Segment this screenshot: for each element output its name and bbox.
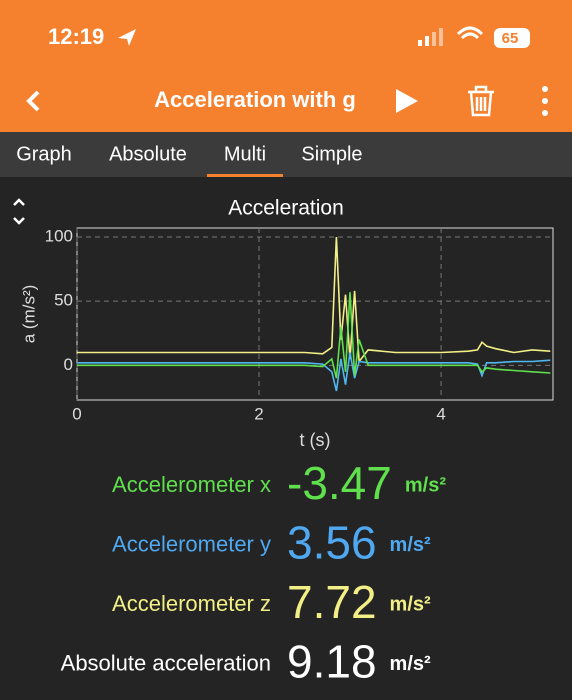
- x-axis-label: t (s): [300, 430, 331, 450]
- signal-icon: [418, 28, 443, 46]
- wifi-icon: [456, 26, 484, 40]
- readout-label: Accelerometer y: [112, 531, 271, 556]
- header-title: Acceleration with g: [154, 87, 356, 112]
- readout-label: Accelerometer x: [112, 472, 271, 497]
- x-tick-label: 4: [436, 404, 445, 423]
- tab[interactable]: Multi: [224, 143, 266, 165]
- data-line: [77, 292, 551, 379]
- readout-unit: m/s²: [390, 593, 431, 615]
- status-time: 12:19: [48, 24, 104, 49]
- play-button[interactable]: [396, 89, 418, 113]
- battery-icon: [494, 28, 530, 48]
- back-button[interactable]: [26, 90, 40, 112]
- y-tick-label: 0: [64, 355, 73, 374]
- tab-indicator: [207, 174, 283, 177]
- x-tick-label: 0: [72, 404, 81, 423]
- tab[interactable]: Graph: [16, 143, 72, 165]
- data-line: [77, 236, 551, 364]
- readout-value: 3.56: [287, 517, 377, 569]
- y-axis-label: a (m/s²): [19, 285, 38, 344]
- y-tick-label: 100: [45, 226, 73, 245]
- chart-title: Acceleration: [228, 197, 344, 220]
- y-tick-label: 50: [54, 291, 73, 310]
- plot-area: [76, 227, 554, 401]
- location-icon: [118, 29, 136, 46]
- tab[interactable]: Absolute: [109, 143, 187, 165]
- battery-level: 65: [502, 30, 519, 47]
- readout-value: 9.18: [287, 636, 377, 688]
- readout-unit: m/s²: [405, 474, 446, 496]
- readout-unit: m/s²: [390, 653, 431, 675]
- readout-value: -3.47: [287, 457, 392, 509]
- menu-button[interactable]: [542, 86, 548, 116]
- readout-label: Accelerometer z: [112, 591, 271, 616]
- readout-unit: m/s²: [390, 534, 431, 556]
- readout-value: 7.72: [287, 576, 377, 628]
- app-bar: [0, 0, 572, 132]
- tab-bar: [0, 132, 572, 177]
- tab[interactable]: Simple: [301, 143, 362, 165]
- delete-button[interactable]: [468, 85, 494, 117]
- expand-toggle[interactable]: [13, 198, 25, 225]
- readout-label: Absolute acceleration: [61, 650, 271, 675]
- x-tick-label: 2: [254, 404, 263, 423]
- data-line: [77, 352, 551, 392]
